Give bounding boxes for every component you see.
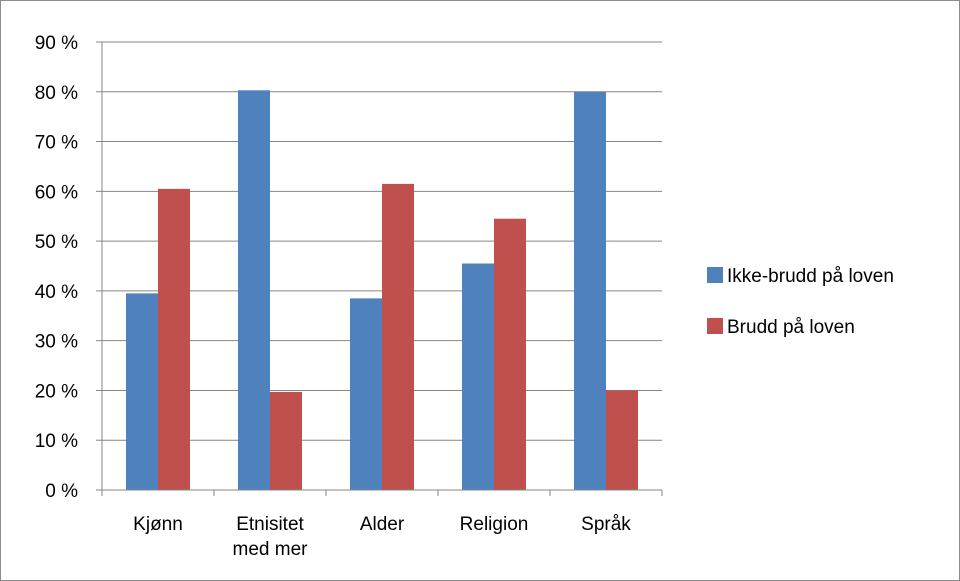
- legend-label: Ikke-brudd på loven: [727, 266, 894, 287]
- bar-brudd: [606, 390, 638, 490]
- x-tick-label: Etnisitet: [236, 514, 304, 535]
- legend-label: Brudd på loven: [727, 317, 855, 338]
- bar-ikke-brudd: [126, 293, 158, 490]
- y-tick-label: 30 %: [35, 332, 78, 353]
- legend-swatch: [707, 318, 723, 334]
- bar-brudd: [158, 188, 190, 490]
- bar-brudd: [382, 183, 414, 490]
- x-tick-label: Alder: [360, 514, 405, 535]
- y-tick-label: 10 %: [35, 431, 78, 452]
- x-tick-label: Kjønn: [133, 514, 183, 535]
- bar-ikke-brudd: [462, 263, 494, 490]
- legend-swatch: [707, 267, 723, 283]
- x-tick-label: Språk: [581, 514, 631, 535]
- y-tick-label: 40 %: [35, 282, 78, 303]
- y-tick-label: 20 %: [35, 381, 78, 402]
- y-tick-label: 60 %: [35, 182, 78, 203]
- y-tick-label: 50 %: [35, 232, 78, 253]
- y-tick-label: 0 %: [45, 481, 78, 502]
- x-tick-label: med mer: [233, 539, 309, 560]
- x-tick-label: Religion: [460, 514, 529, 535]
- bar-ikke-brudd: [238, 90, 270, 490]
- y-tick-label: 70 %: [35, 133, 78, 154]
- bar-ikke-brudd: [574, 91, 606, 491]
- bar-brudd: [270, 391, 302, 490]
- y-tick-label: 80 %: [35, 83, 78, 104]
- bar-ikke-brudd: [350, 298, 382, 490]
- y-tick-label: 90 %: [35, 33, 78, 54]
- bar-brudd: [494, 218, 526, 490]
